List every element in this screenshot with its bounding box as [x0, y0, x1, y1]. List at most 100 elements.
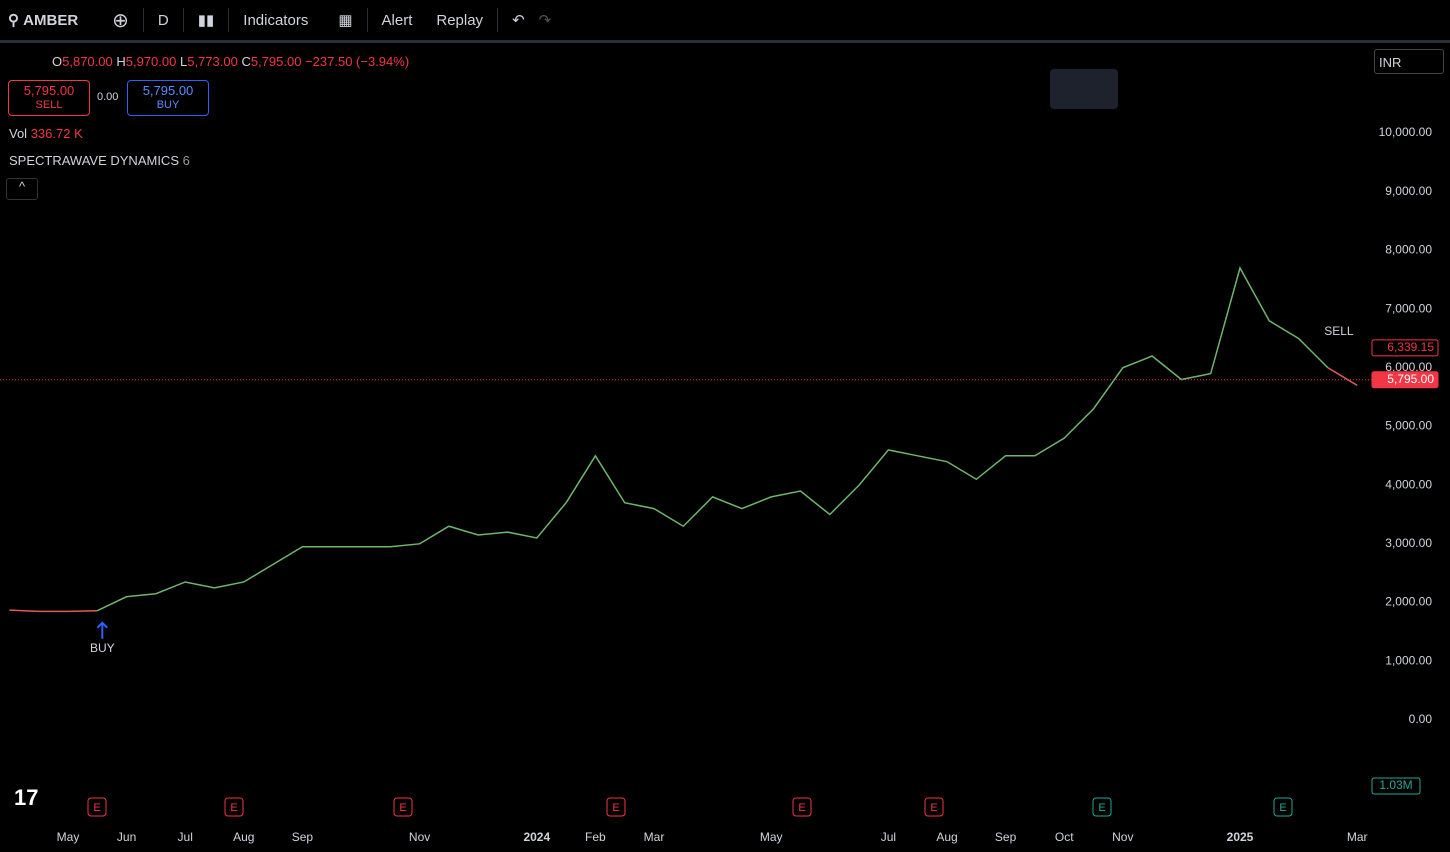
logo: 17 [14, 785, 38, 810]
collapse[interactable]: ^ [6, 178, 38, 200]
y-tick-label: 1,000.00 [1385, 653, 1432, 667]
y-tick-label: 7,000.00 [1385, 301, 1432, 315]
redo[interactable]: ↷ [538, 12, 552, 29]
x-tick-label: 2024 [523, 830, 550, 844]
high: 5,970.00 [125, 54, 177, 69]
x-tick-label: Aug [233, 830, 254, 844]
symbol[interactable]: ⚲ AMBER [8, 12, 79, 29]
drawing-toolbar[interactable] [1050, 69, 1118, 109]
symbol-text: AMBER [23, 12, 79, 29]
undo[interactable]: ↶ [512, 12, 525, 29]
open: 5,870.00 [62, 54, 113, 69]
price-label-box [1371, 339, 1439, 357]
earnings-label: E [612, 802, 619, 814]
earnings-label: E [1279, 802, 1286, 814]
y-tick-label: 6,000.00 [1385, 360, 1432, 374]
replay[interactable]: Replay [436, 11, 484, 29]
earnings-label: E [399, 802, 406, 814]
y-tick-label: 0.00 [1409, 712, 1433, 726]
sep [228, 8, 230, 32]
low: 5,773.00 [187, 54, 238, 69]
y-tick-label: 3,000.00 [1385, 536, 1432, 550]
x-tick-label: Sep [995, 830, 1017, 844]
layouts[interactable]: ▦ [338, 12, 353, 29]
sep [142, 8, 144, 32]
add[interactable]: ⊕ [112, 9, 129, 32]
y-tick-label: 2,000.00 [1385, 595, 1432, 609]
indicator-name: SPECTRAWAVE DYNAMICS [9, 153, 179, 168]
sell-button[interactable]: 5,795.00 SELL [8, 80, 90, 116]
indicators[interactable]: Indicators [243, 11, 309, 29]
sep [366, 8, 368, 32]
earnings-label: E [93, 802, 100, 814]
currency[interactable]: INR [1374, 49, 1444, 74]
x-tick-label: May [57, 830, 80, 844]
sell-signal: SELL [1324, 324, 1354, 338]
l: L [179, 54, 188, 69]
y-tick-label: 5,000.00 [1385, 419, 1432, 433]
buy-signal: BUY [90, 641, 115, 655]
ohlc: O5,870.00 H5,970.00 L5,773.00 C5,795.00 … [52, 54, 409, 69]
price-label: 6,339.15 [1387, 340, 1434, 354]
x-tick-label: Feb [585, 830, 606, 844]
volume-label-box [1371, 777, 1421, 795]
earnings-marker [87, 797, 107, 817]
y-tick-label: 10,000.00 [1379, 125, 1433, 139]
x-tick-label: Mar [644, 830, 665, 844]
volume-axis-label: 1.03M [1379, 778, 1412, 792]
sep [497, 8, 499, 32]
price-label: 5,795.00 [1387, 372, 1434, 386]
buy-button[interactable]: 5,795.00 BUY [127, 80, 209, 116]
alert[interactable]: Alert [381, 11, 413, 29]
sep [182, 8, 184, 32]
earnings-marker [224, 797, 244, 817]
buy-price: 5,795.00 [142, 83, 194, 98]
indicator-param: 6 [182, 153, 190, 168]
price-line [96, 266, 1329, 612]
buy-arrow [96, 621, 109, 639]
x-tick-label: Aug [936, 830, 957, 844]
x-tick-label: 2025 [1227, 830, 1254, 844]
earnings-marker [1273, 797, 1293, 817]
vol-value: 336.72 K [30, 126, 83, 141]
y-tick-label: 8,000.00 [1385, 243, 1432, 257]
earnings-marker [393, 797, 413, 817]
x-tick-label: Nov [1112, 830, 1133, 844]
x-tick-label: Oct [1055, 830, 1074, 844]
sell-label: SELL [35, 99, 63, 111]
price-label-box [1371, 371, 1439, 389]
interval[interactable]: D [157, 11, 169, 29]
x-tick-label: Nov [409, 830, 430, 844]
price-line [1327, 367, 1358, 387]
x-tick-label: May [760, 830, 783, 844]
earnings-label: E [798, 802, 805, 814]
earnings-marker [1092, 797, 1112, 817]
indicator-legend: SPECTRAWAVE DYNAMICS 6 [9, 153, 190, 168]
vol-label: Vol [9, 126, 28, 141]
earnings-label: E [930, 802, 937, 814]
chart-type[interactable]: ▮▮ [197, 12, 215, 29]
x-tick-label: Jul [881, 830, 896, 844]
x-tick-label: Mar [1347, 830, 1368, 844]
volume-legend: Vol 336.72 K [9, 126, 83, 141]
close: 5,795.00 [250, 54, 302, 69]
earnings-marker [606, 797, 626, 817]
y-tick-label: 9,000.00 [1385, 184, 1432, 198]
x-tick-label: Sep [292, 830, 314, 844]
o: O [52, 54, 63, 69]
earnings-marker [924, 797, 944, 817]
y-tick-label: 4,000.00 [1385, 477, 1432, 491]
x-tick-label: Jun [117, 830, 136, 844]
earnings-label: E [230, 802, 237, 814]
price-line [9, 609, 98, 613]
sell-price: 5,795.00 [23, 83, 75, 98]
h: H [116, 54, 126, 69]
buy-label: BUY [156, 99, 180, 111]
x-tick-label: Jul [178, 830, 193, 844]
earnings-marker [792, 797, 812, 817]
spread: 0.00 [97, 91, 119, 103]
change: −237.50 (−3.94%) [305, 54, 410, 69]
earnings-label: E [1098, 802, 1105, 814]
